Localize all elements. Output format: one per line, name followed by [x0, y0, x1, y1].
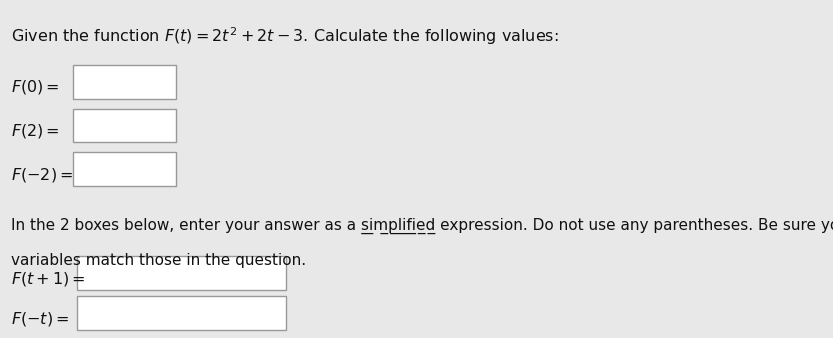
FancyBboxPatch shape	[73, 152, 176, 186]
Text: variables match those in the question.: variables match those in the question.	[11, 253, 306, 268]
FancyBboxPatch shape	[73, 65, 176, 99]
FancyBboxPatch shape	[77, 296, 286, 330]
Text: $F(-2) =$: $F(-2) =$	[11, 166, 72, 184]
FancyBboxPatch shape	[73, 108, 176, 142]
Text: In the 2 boxes below, enter your answer as a s̲i̲m̲p̲l̲i̲f̲i̲e̲d̲ expression. Do: In the 2 boxes below, enter your answer …	[11, 218, 833, 234]
FancyBboxPatch shape	[77, 256, 286, 290]
Text: Given the function $F(t) = 2t^2 + 2t - 3$. Calculate the following values:: Given the function $F(t) = 2t^2 + 2t - 3…	[11, 25, 558, 47]
Text: $F(-t) =$: $F(-t) =$	[11, 310, 69, 328]
Text: $F(2) =$: $F(2) =$	[11, 122, 59, 140]
Text: $F(0) =$: $F(0) =$	[11, 78, 59, 96]
Text: $F(t+1) =$: $F(t+1) =$	[11, 270, 85, 288]
